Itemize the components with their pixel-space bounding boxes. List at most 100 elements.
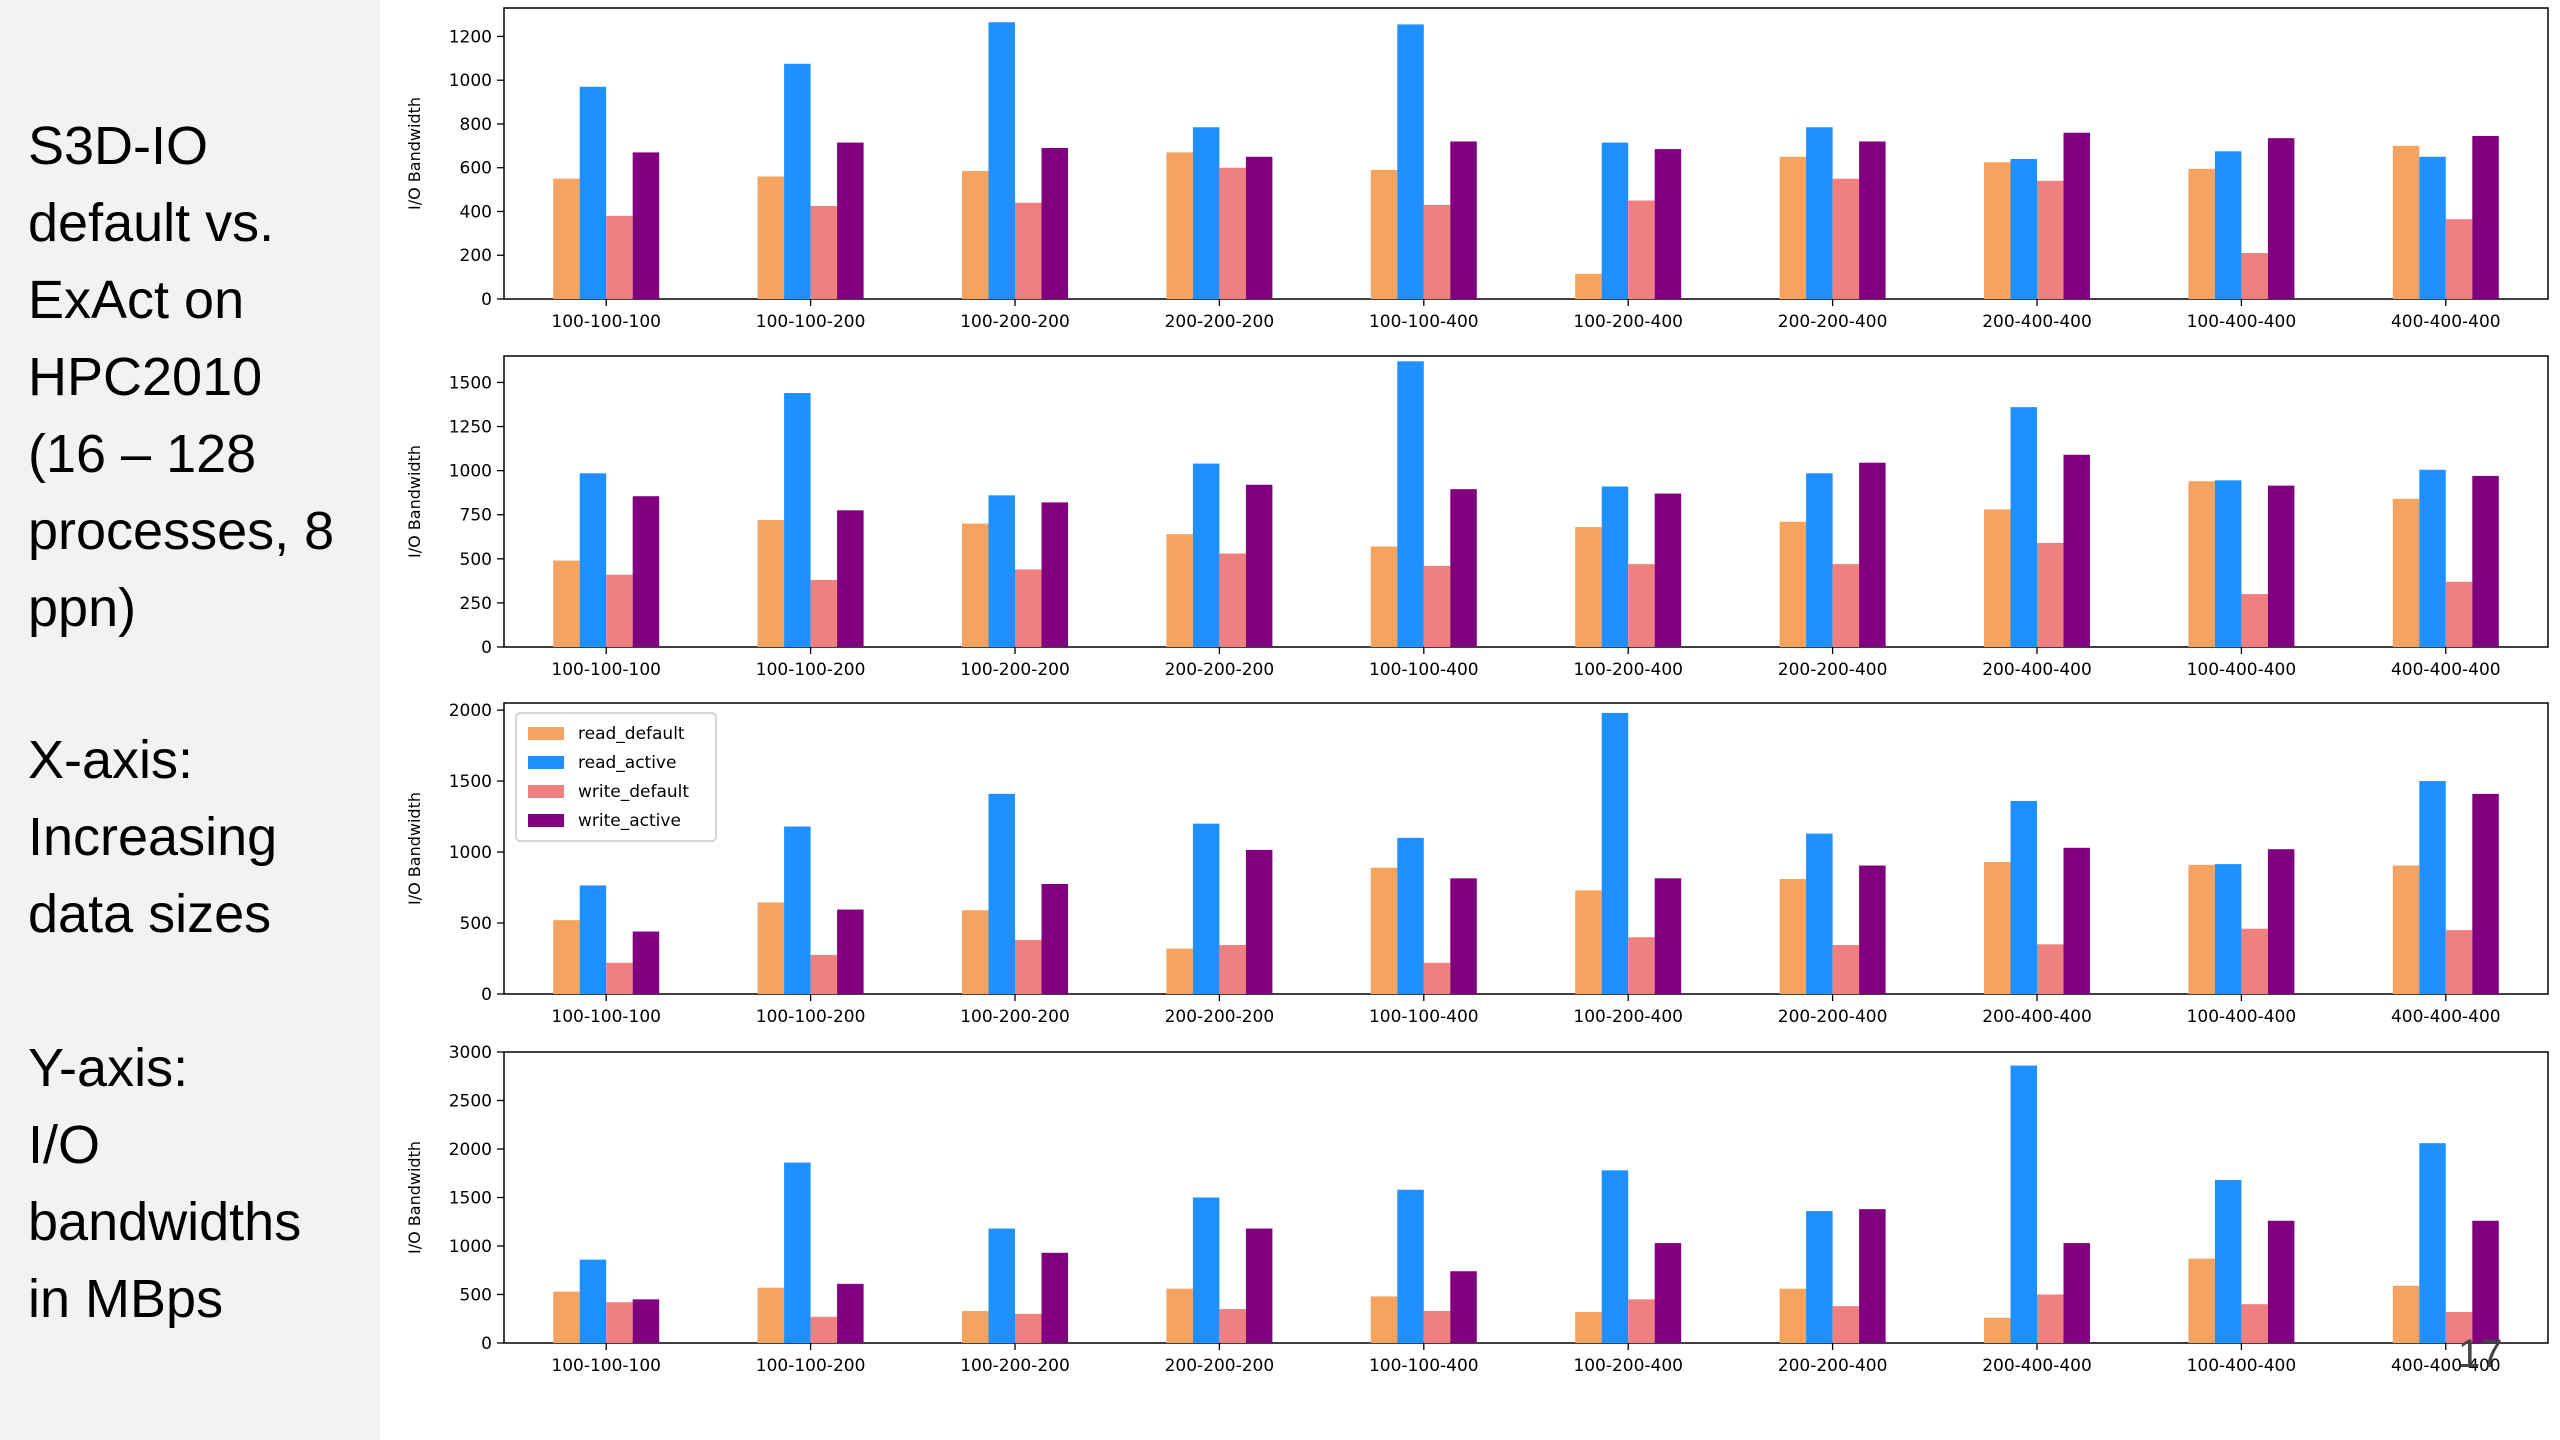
y-tick-label: 0 xyxy=(481,290,492,310)
x-tick-label: 400-400-400 xyxy=(2391,660,2501,680)
x-tick-label: 100-100-400 xyxy=(1369,660,1479,680)
bar-write-active xyxy=(2267,485,2295,647)
bar-write-active xyxy=(1450,141,1477,299)
legend-label: read_default xyxy=(578,724,685,744)
bar-write-active xyxy=(2063,132,2090,299)
bar-write-active xyxy=(1450,1271,1477,1343)
chart-panel-1: 0 200 400 600 800 1000 1200 I/O Bandwidth 100-10… xyxy=(405,7,2549,332)
bar-read-default xyxy=(1575,527,1602,647)
bar-read-active xyxy=(1601,1170,1629,1343)
bar-write-active xyxy=(2267,138,2295,299)
bar-write-active xyxy=(1245,849,1273,994)
bar-write-active xyxy=(1041,502,1068,647)
x-tick-label: 200-400-400 xyxy=(1982,1356,2092,1376)
bar-read-default xyxy=(1370,169,1398,299)
x-tick-label: 200-200-200 xyxy=(1165,660,1275,680)
plot-frame xyxy=(503,7,2549,300)
bar-write-default xyxy=(1423,1310,1451,1343)
legend-label: read_active xyxy=(578,753,676,773)
bar-write-default xyxy=(2037,944,2064,994)
bar-read-active xyxy=(2419,1143,2446,1343)
bar-read-active xyxy=(1397,837,1424,994)
y-tick-label: 1500 xyxy=(449,373,492,393)
bar-write-active xyxy=(1245,484,1273,647)
bar-read-active xyxy=(988,1228,1015,1343)
bar-read-default xyxy=(553,920,580,994)
bar-read-default xyxy=(757,1287,785,1343)
bar-read-active xyxy=(1806,127,1833,300)
bar-read-active xyxy=(2010,800,2037,994)
y-tick-label: 500 xyxy=(460,914,492,934)
x-tick-label: 200-400-400 xyxy=(1982,1007,2092,1027)
x-tick-label: 100-100-400 xyxy=(1369,312,1479,332)
x-tick-label: 100-400-400 xyxy=(2187,1356,2297,1376)
y-tick-label: 1500 xyxy=(449,772,492,792)
bar-write-active xyxy=(837,142,864,299)
x-tick-label: 100-200-400 xyxy=(1573,660,1683,680)
bar-write-default xyxy=(1219,553,1246,647)
sidebar-title: S3D-IO default vs. ExAct on HPC2010 (16 … xyxy=(28,116,335,638)
bar-read-active xyxy=(784,393,811,647)
bar-write-default xyxy=(2241,594,2268,647)
bar-write-active xyxy=(632,496,660,647)
x-tick-label: 100-100-200 xyxy=(756,312,866,332)
legend-label: write_default xyxy=(578,782,689,802)
bar-write-active xyxy=(2472,1220,2499,1343)
bar-read-active xyxy=(579,86,607,300)
x-tick-label: 100-200-400 xyxy=(1573,1007,1683,1027)
bar-write-active xyxy=(1859,1209,1886,1343)
bar-write-default xyxy=(1832,945,1860,994)
y-tick-label: 500 xyxy=(460,1286,492,1306)
bar-write-default xyxy=(810,954,838,994)
bar-read-default xyxy=(1370,546,1398,647)
y-tick-label: 200 xyxy=(460,246,492,266)
legend-swatch xyxy=(528,727,564,740)
bar-write-default xyxy=(1628,1299,1655,1343)
bar-read-active xyxy=(784,826,811,994)
bar-write-default xyxy=(606,1302,633,1343)
chart-panel-3: 0 500 1000 1500 2000 I/O Bandwidth 100-100-100… xyxy=(405,701,2549,1027)
bar-read-active xyxy=(1806,473,1833,647)
bar-read-default xyxy=(2188,168,2215,299)
bar-read-default xyxy=(962,523,989,647)
x-tick-label: 100-100-100 xyxy=(551,1007,661,1027)
legend-box xyxy=(515,712,717,842)
bar-write-active xyxy=(1859,865,1886,994)
bar-write-default xyxy=(1832,178,1860,299)
bar-write-active xyxy=(837,909,864,994)
bar-write-default xyxy=(810,1316,838,1343)
x-tick-label: 200-200-200 xyxy=(1165,1356,1275,1376)
bar-write-active xyxy=(632,1299,660,1343)
bar-read-active xyxy=(2214,1180,2242,1343)
bar-write-active xyxy=(1859,141,1886,299)
bar-read-active xyxy=(2419,781,2446,994)
bar-write-default xyxy=(1832,1306,1860,1343)
x-tick-label: 100-200-200 xyxy=(960,1007,1070,1027)
bar-write-default xyxy=(1423,204,1451,299)
bar-write-default xyxy=(1219,945,1246,994)
bar-read-active xyxy=(2214,151,2242,299)
bar-write-default xyxy=(2445,581,2473,647)
legend-swatch xyxy=(528,785,564,798)
x-tick-label: 100-100-200 xyxy=(756,1007,866,1027)
bar-write-default xyxy=(1219,1309,1246,1343)
legend-swatch xyxy=(528,756,564,769)
x-tick-label: 100-200-200 xyxy=(960,312,1070,332)
x-tick-label: 200-400-400 xyxy=(1982,660,2092,680)
x-tick-label: 100-200-200 xyxy=(960,660,1070,680)
bar-read-active xyxy=(2419,469,2446,647)
bar-write-active xyxy=(1859,462,1886,647)
bar-read-active xyxy=(2010,407,2037,647)
bar-write-default xyxy=(810,206,838,299)
chart-panel-2: 0 250 500 750 1000 1250 1500 I/O Bandwidth 100-1… xyxy=(405,355,2549,680)
bar-read-active xyxy=(988,22,1015,300)
bar-read-default xyxy=(1370,1296,1398,1343)
bar-write-active xyxy=(837,1283,864,1343)
bar-read-default xyxy=(757,176,785,299)
x-tick-label: 100-100-100 xyxy=(551,660,661,680)
bar-write-active xyxy=(1245,1228,1273,1343)
bar-write-default xyxy=(1628,937,1655,994)
bar-read-active xyxy=(1601,142,1629,299)
x-tick-label: 400-400-400 xyxy=(2391,1007,2501,1027)
bar-read-active xyxy=(2010,158,2037,299)
